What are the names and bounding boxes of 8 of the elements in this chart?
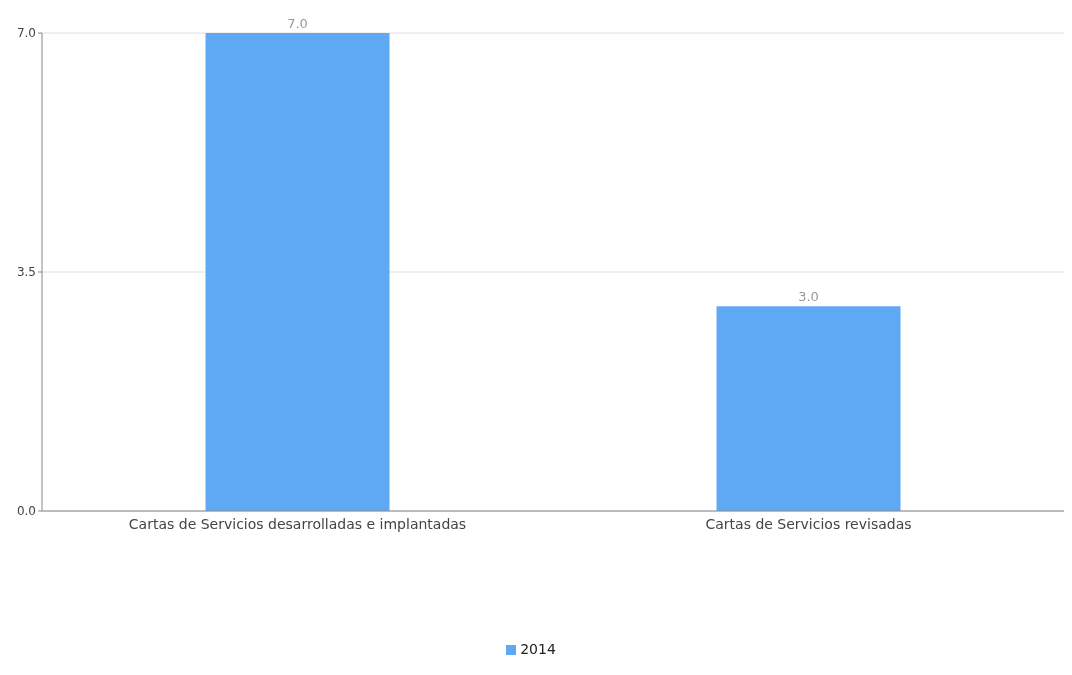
x-tick-label: Cartas de Servicios revisadas	[705, 515, 912, 532]
x-tick-label: Cartas de Servicios desarrolladas e implantadas	[128, 515, 467, 532]
data-label: 3.0	[798, 289, 819, 305]
y-tick-label: 0.0	[16, 504, 36, 519]
y-tick-label: 3.5	[16, 265, 36, 280]
data-label: 7.0	[287, 16, 308, 31]
y-tick-label: 7.0	[16, 26, 36, 41]
legend-label: 2014	[520, 641, 556, 657]
